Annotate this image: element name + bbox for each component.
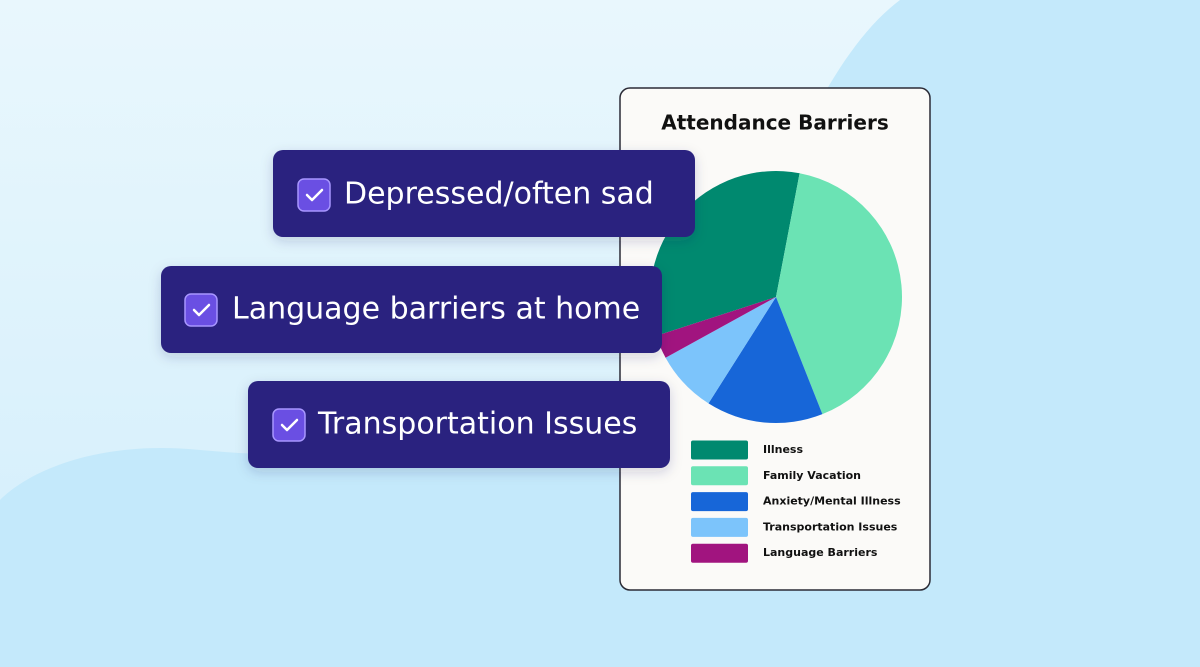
tag-label: Language barriers at home: [232, 292, 640, 327]
tag-card: [248, 381, 670, 468]
tag: Depressed/often sad: [273, 150, 695, 237]
legend-label: Anxiety/Mental Illness: [763, 495, 901, 508]
pie-slice: [656, 297, 776, 358]
legend-label: Illness: [763, 443, 803, 456]
pie-slice: [708, 297, 823, 423]
legend-swatch: [691, 466, 748, 486]
legend-swatch: [691, 492, 748, 512]
tag-label: Depressed/often sad: [344, 177, 654, 212]
checkbox[interactable]: [184, 293, 218, 327]
tag-card: [161, 266, 662, 353]
legend-swatch: [691, 517, 748, 537]
pie-slice: [665, 297, 776, 404]
check-icon: [305, 188, 324, 202]
checkbox[interactable]: [272, 408, 306, 442]
tag: Language barriers at home: [161, 266, 662, 353]
legend-swatch: [691, 543, 748, 563]
legend-label: Family Vacation: [763, 469, 861, 482]
tag-card: [273, 150, 695, 237]
check-icon: [280, 418, 299, 432]
chart-card: Attendance Barriers Illness Family Vacati…: [619, 87, 931, 591]
legend-label: Language Barriers: [763, 546, 878, 559]
tag-label: Transportation Issues: [317, 407, 637, 442]
checkbox[interactable]: [297, 178, 331, 212]
legend: Illness Family Vacation Anxiety/Mental Ill…: [691, 440, 901, 563]
tag: Transportation Issues: [248, 381, 670, 468]
pie-slice: [776, 173, 902, 415]
check-icon: [192, 303, 211, 317]
legend-swatch: [691, 440, 748, 460]
chart-title: Attendance Barriers: [661, 111, 889, 135]
pie: [649, 171, 902, 423]
legend-label: Transportation Issues: [763, 520, 898, 533]
